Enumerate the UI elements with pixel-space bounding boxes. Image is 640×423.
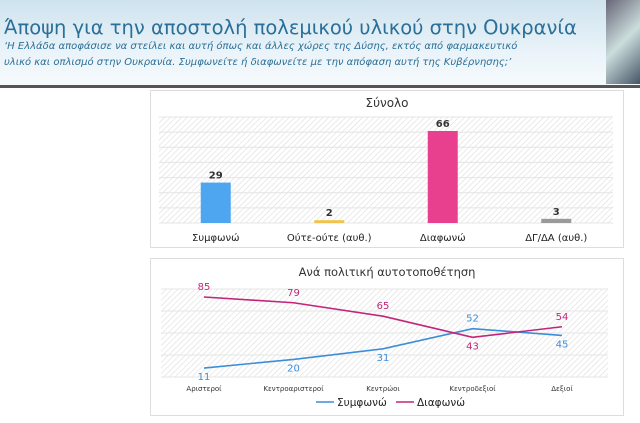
- bar-2: [427, 131, 458, 223]
- data-label: 2: [326, 208, 333, 219]
- category-label: ΔΓ/ΔΑ (αυθ.): [525, 233, 587, 244]
- category-label: Συμφωνώ: [192, 232, 239, 244]
- plot-area: [159, 117, 613, 223]
- category-label: Ούτε-ούτε (αυθ.): [287, 232, 372, 244]
- category-label: Αριστεροί: [186, 385, 222, 393]
- data-label: 54: [556, 312, 569, 323]
- data-label: 43: [466, 341, 479, 352]
- bar-3: [541, 218, 572, 223]
- category-label: Δεξιοί: [551, 385, 573, 393]
- header-banner: Άποψη για την αποστολή πολεμικού υλικού …: [0, 0, 640, 88]
- data-label: 31: [377, 353, 390, 364]
- chart-title: Ανά πολιτική αυτοτοποθέτηση: [299, 265, 476, 279]
- series-line-1: [203, 296, 563, 339]
- data-label: 20: [287, 363, 300, 374]
- category-label: Διαφωνώ: [420, 232, 466, 244]
- series-line-0: [203, 327, 563, 369]
- line-chart: Ανά πολιτική αυτοτοποθέτηση Αριστεροί Κεντ…: [161, 265, 608, 409]
- bar-0: [200, 182, 231, 223]
- logo-image: [606, 0, 640, 84]
- bar-chart-card: Σύνολο 29 Συμφωνώ 2 Ούτε-ούτε (αυθ.) 66 Διαφων…: [150, 90, 624, 248]
- data-label: 11: [198, 372, 211, 383]
- line-chart-card: Ανά πολιτική αυτοτοποθέτηση Αριστεροί Κεντ…: [150, 258, 624, 416]
- bar-1: [314, 220, 345, 223]
- data-label: 85: [198, 282, 211, 293]
- data-label: 79: [287, 288, 300, 299]
- category-label: Κεντροδεξιοί: [449, 385, 496, 393]
- data-label: 66: [436, 119, 450, 130]
- legend-label: Συμφωνώ: [337, 397, 387, 409]
- data-label: 45: [556, 339, 569, 350]
- legend-label: Διαφωνώ: [417, 397, 465, 409]
- page-title: Άποψη για την αποστολή πολεμικού υλικού …: [4, 16, 577, 39]
- subtitle-line-1: ‘Η Ελλάδα αποφάσισε να στείλει και αυτή …: [4, 41, 518, 52]
- category-label: Κεντρώοι: [366, 385, 400, 393]
- data-label: 3: [553, 207, 560, 218]
- data-label: 52: [466, 314, 479, 325]
- bar-chart: Σύνολο 29 Συμφωνώ 2 Ούτε-ούτε (αυθ.) 66 Διαφων…: [159, 96, 613, 244]
- data-label: 65: [377, 301, 390, 312]
- chart-title: Σύνολο: [365, 96, 408, 110]
- subtitle-line-2: υλικό και οπλισμό στην Ουκρανία. Συμφωνε…: [4, 57, 512, 68]
- category-label: Κεντροαριστεροί: [263, 385, 324, 393]
- data-label: 29: [209, 171, 223, 182]
